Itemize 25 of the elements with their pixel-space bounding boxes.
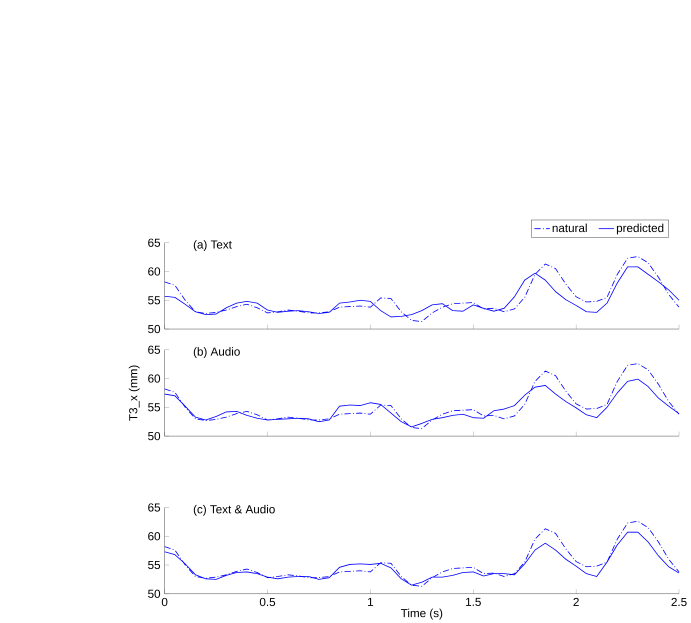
chart-title: (c) Text & Audio bbox=[194, 504, 275, 516]
chart-title: (b) Audio bbox=[194, 346, 240, 358]
x-axis-title: Time (s) bbox=[400, 608, 442, 620]
y-tick-label: 50 bbox=[148, 589, 160, 598]
x-tick-label: 2.5 bbox=[672, 598, 687, 606]
x-tick-label: 1 bbox=[368, 598, 374, 606]
chart-title: (a) Text bbox=[194, 240, 232, 251]
x-tick-label: 2 bbox=[573, 598, 579, 606]
y-tick-label: 60 bbox=[148, 374, 160, 382]
legend-label: predicted bbox=[616, 223, 664, 234]
y-tick-label: 50 bbox=[148, 432, 160, 440]
y-tick-label: 65 bbox=[148, 503, 160, 512]
y-tick-label: 55 bbox=[148, 403, 160, 412]
y-tick-label: 50 bbox=[148, 324, 160, 333]
y-axis-title: T3_x (mm) bbox=[128, 365, 140, 421]
x-tick-label: 0 bbox=[162, 598, 168, 606]
y-tick-label: 65 bbox=[148, 345, 160, 354]
x-tick-label: 1.5 bbox=[466, 598, 481, 606]
y-tick-label: 55 bbox=[148, 560, 160, 569]
legend-label: natural bbox=[552, 223, 587, 232]
y-tick-label: 60 bbox=[148, 267, 160, 276]
y-tick-label: 65 bbox=[148, 238, 160, 247]
y-tick-label: 55 bbox=[148, 296, 160, 304]
y-tick-label: 60 bbox=[148, 532, 160, 540]
x-tick-label: 0.5 bbox=[260, 598, 276, 606]
